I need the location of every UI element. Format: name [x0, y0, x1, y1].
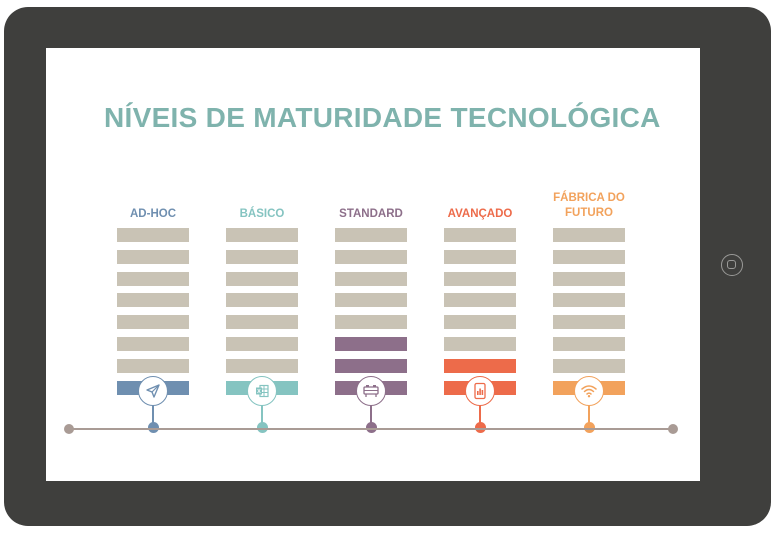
level-bar	[226, 249, 298, 264]
tablet-chart-icon	[465, 376, 495, 406]
level-connector	[152, 405, 154, 425]
level-bar	[117, 315, 189, 330]
level-bar	[553, 293, 625, 308]
level-bar	[444, 271, 516, 286]
level-label-standard: STANDARD	[339, 208, 403, 220]
timeline-line	[69, 428, 673, 430]
level-bar	[226, 228, 298, 242]
level-bar	[553, 358, 625, 373]
level-connector	[261, 405, 263, 425]
level-bar	[117, 358, 189, 373]
timeline-end-dot	[668, 424, 678, 434]
level-bar	[226, 315, 298, 330]
server-icon	[356, 376, 386, 406]
level-bar	[335, 358, 407, 373]
level-bar	[444, 337, 516, 351]
svg-text:X: X	[257, 389, 261, 395]
page-title: NÍVEIS DE MATURIDADE TECNOLÓGICA	[104, 102, 661, 133]
timeline-dot-f-brica-do-futuro	[583, 422, 595, 433]
level-bar	[553, 249, 625, 264]
spreadsheet-icon: X	[247, 376, 277, 406]
level-bar	[226, 293, 298, 308]
level-bar	[553, 315, 625, 330]
level-bar	[335, 249, 407, 264]
level-bar	[226, 358, 298, 373]
level-label-b-sico: BÁSICO	[239, 208, 285, 220]
level-bar	[335, 271, 407, 286]
level-bar	[553, 271, 625, 286]
level-label-avan-ado: AVANÇADO	[447, 208, 513, 220]
timeline-dot-standard	[365, 422, 377, 433]
level-bar	[553, 337, 625, 351]
level-bar	[117, 337, 189, 351]
level-bar	[117, 293, 189, 308]
level-bar	[444, 293, 516, 308]
timeline-dot-b-sico	[256, 422, 268, 433]
level-connector	[588, 405, 590, 425]
level-connector	[479, 405, 481, 425]
level-bar	[117, 271, 189, 286]
level-bar	[444, 358, 516, 373]
level-label-ad-hoc: AD-HOC	[130, 208, 176, 220]
level-bar	[444, 315, 516, 330]
wifi-icon	[574, 376, 604, 406]
timeline-start-dot	[64, 424, 74, 434]
level-bar	[226, 337, 298, 351]
level-label-f-brica-do-futuro: FÁBRICA DO FUTURO	[553, 192, 625, 219]
level-bar	[553, 228, 625, 242]
level-bar	[335, 337, 407, 351]
level-bar	[117, 228, 189, 242]
level-connector	[370, 405, 372, 425]
timeline-dot-avan-ado	[474, 422, 486, 433]
paper-plane-icon	[138, 376, 168, 406]
timeline-dot-ad-hoc	[147, 422, 159, 433]
level-bar	[335, 315, 407, 330]
level-bar	[226, 271, 298, 286]
level-bar	[335, 228, 407, 242]
level-bar	[444, 249, 516, 264]
level-bar	[335, 293, 407, 308]
level-bar	[444, 228, 516, 242]
home-button[interactable]	[721, 254, 743, 276]
tablet-screen	[46, 48, 700, 481]
level-bar	[117, 249, 189, 264]
